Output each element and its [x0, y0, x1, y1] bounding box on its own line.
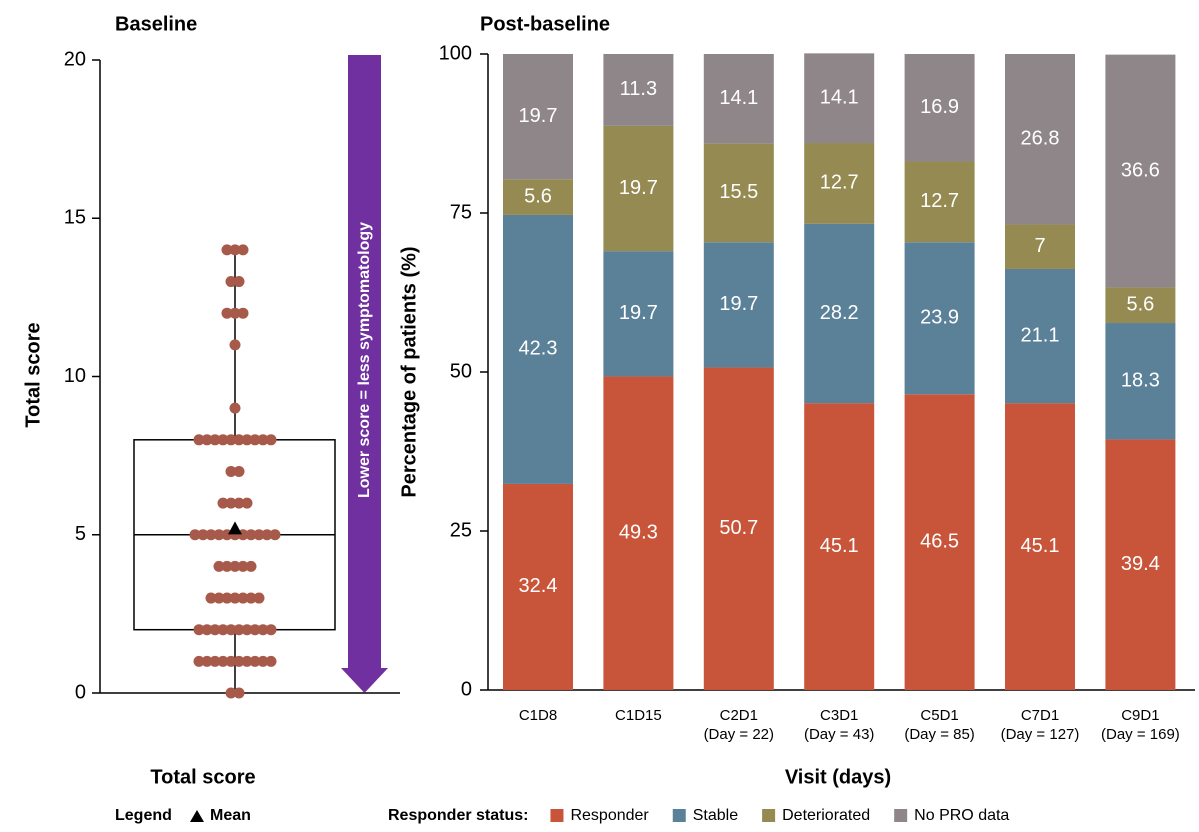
data-label: 23.9: [920, 307, 959, 329]
data-label: 19.7: [619, 302, 658, 324]
x-tick-sublabel: (Day = 85): [904, 726, 974, 743]
annotation-text: Lower score = less symptomatology: [356, 222, 373, 498]
data-label: 28.2: [820, 302, 859, 324]
data-point: [230, 403, 241, 414]
data-label: 5.6: [524, 185, 552, 207]
y-tick-label: 0: [75, 681, 86, 703]
y-tick-label: 15: [64, 207, 86, 229]
data-point: [266, 434, 277, 445]
data-point: [270, 529, 281, 540]
data-point: [238, 308, 249, 319]
y-tick-label: 5: [75, 523, 86, 545]
y-tick-label: 100: [439, 42, 472, 64]
data-label: 19.7: [519, 105, 558, 127]
x-tick-label: C1D8: [519, 707, 557, 724]
y-tick-label: 10: [64, 365, 86, 387]
x-tick-sublabel: (Day = 169): [1101, 726, 1180, 743]
data-label: 5.6: [1126, 294, 1154, 316]
y-tick-label: 25: [450, 519, 472, 541]
data-point: [234, 688, 245, 699]
legend-swatch: [894, 809, 907, 822]
legend-mean-label: Mean: [210, 807, 251, 824]
legend-swatch: [673, 809, 686, 822]
legend-label: Responder: [570, 807, 649, 824]
y-axis-label: Total score: [22, 322, 44, 427]
data-label: 36.6: [1121, 159, 1160, 181]
baseline-title: Baseline: [115, 13, 197, 35]
x-tick-sublabel: (Day = 43): [804, 726, 874, 743]
data-label: 14.1: [719, 87, 758, 109]
x-tick-label: C5D1: [920, 707, 958, 724]
legend-title: Legend: [115, 807, 172, 824]
data-label: 12.7: [920, 190, 959, 212]
data-label: 45.1: [1021, 535, 1060, 557]
y-tick-label: 75: [450, 201, 472, 223]
data-label: 39.4: [1121, 553, 1160, 575]
data-label: 11.3: [620, 78, 657, 100]
x-tick-label: C2D1: [720, 707, 758, 724]
x-tick-sublabel: (Day = 22): [704, 726, 774, 743]
y-tick-label: 20: [64, 48, 86, 70]
data-label: 49.3: [619, 522, 658, 544]
data-label: 26.8: [1021, 128, 1060, 150]
x-tick-label: C7D1: [1021, 707, 1059, 724]
y-tick-label: 0: [461, 678, 472, 700]
legend-mean-symbol: [190, 810, 204, 822]
legend-label: Deteriorated: [782, 807, 870, 824]
post-baseline-title: Post-baseline: [480, 13, 610, 35]
data-label: 45.1: [820, 535, 859, 557]
data-label: 21.1: [1021, 324, 1060, 346]
data-point: [254, 593, 265, 604]
chart: Baseline Total score Total score Legend …: [0, 0, 1199, 832]
data-point: [230, 339, 241, 350]
data-label: 16.9: [920, 96, 959, 118]
legend-title: Responder status:: [388, 807, 528, 824]
legend-label: Stable: [693, 807, 738, 824]
x-tick-label: C1D15: [615, 707, 662, 724]
data-point: [266, 656, 277, 667]
data-label: 19.7: [619, 177, 658, 199]
x-axis-label: Total score: [150, 766, 255, 788]
y-axis-label: Percentage of patients (%): [398, 246, 420, 497]
data-label: 14.1: [820, 86, 859, 108]
data-label: 46.5: [920, 530, 959, 552]
legend-swatch: [762, 809, 775, 822]
data-point: [238, 244, 249, 255]
data-label: 19.7: [719, 293, 758, 315]
data-point: [234, 466, 245, 477]
x-tick-label: C9D1: [1121, 707, 1159, 724]
data-point: [246, 561, 257, 572]
x-axis-label: Visit (days): [785, 766, 891, 788]
data-point: [234, 276, 245, 287]
y-tick-label: 50: [450, 360, 472, 382]
data-point: [266, 624, 277, 635]
data-label: 18.3: [1121, 370, 1160, 392]
legend-swatch: [550, 809, 563, 822]
data-point: [242, 498, 253, 509]
data-label: 42.3: [519, 338, 558, 360]
legend-label: No PRO data: [914, 807, 1009, 824]
data-label: 15.5: [719, 181, 758, 203]
data-label: 7: [1034, 235, 1045, 257]
x-tick-sublabel: (Day = 127): [1001, 726, 1080, 743]
data-label: 50.7: [719, 517, 758, 539]
data-label: 32.4: [519, 575, 558, 597]
data-label: 12.7: [820, 172, 859, 194]
x-tick-label: C3D1: [820, 707, 858, 724]
